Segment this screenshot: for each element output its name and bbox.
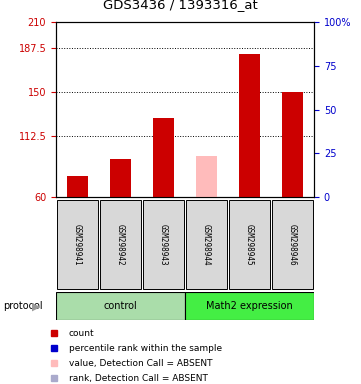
Text: Math2 expression: Math2 expression xyxy=(206,301,293,311)
Text: GSM298942: GSM298942 xyxy=(116,224,125,265)
Text: count: count xyxy=(69,329,94,338)
Text: control: control xyxy=(104,301,137,311)
Text: GSM298944: GSM298944 xyxy=(202,224,211,265)
Bar xyxy=(143,200,184,289)
Text: rank, Detection Call = ABSENT: rank, Detection Call = ABSENT xyxy=(69,374,208,383)
Text: ▶: ▶ xyxy=(32,301,40,311)
Text: GSM298941: GSM298941 xyxy=(73,224,82,265)
Text: GDS3436 / 1393316_at: GDS3436 / 1393316_at xyxy=(103,0,258,11)
Bar xyxy=(229,200,270,289)
Text: protocol: protocol xyxy=(4,301,43,311)
Text: GSM298943: GSM298943 xyxy=(159,224,168,265)
Bar xyxy=(57,200,98,289)
Bar xyxy=(56,292,185,320)
Text: percentile rank within the sample: percentile rank within the sample xyxy=(69,344,222,353)
Bar xyxy=(196,156,217,197)
Bar xyxy=(110,159,131,197)
Text: GSM298945: GSM298945 xyxy=(245,224,254,265)
Bar xyxy=(186,200,227,289)
Bar xyxy=(100,200,141,289)
Text: value, Detection Call = ABSENT: value, Detection Call = ABSENT xyxy=(69,359,212,368)
Bar xyxy=(282,92,303,197)
Bar xyxy=(67,176,88,197)
Bar xyxy=(153,118,174,197)
Bar xyxy=(185,292,314,320)
Bar xyxy=(272,200,313,289)
Bar xyxy=(239,54,260,197)
Text: GSM298946: GSM298946 xyxy=(288,224,297,265)
